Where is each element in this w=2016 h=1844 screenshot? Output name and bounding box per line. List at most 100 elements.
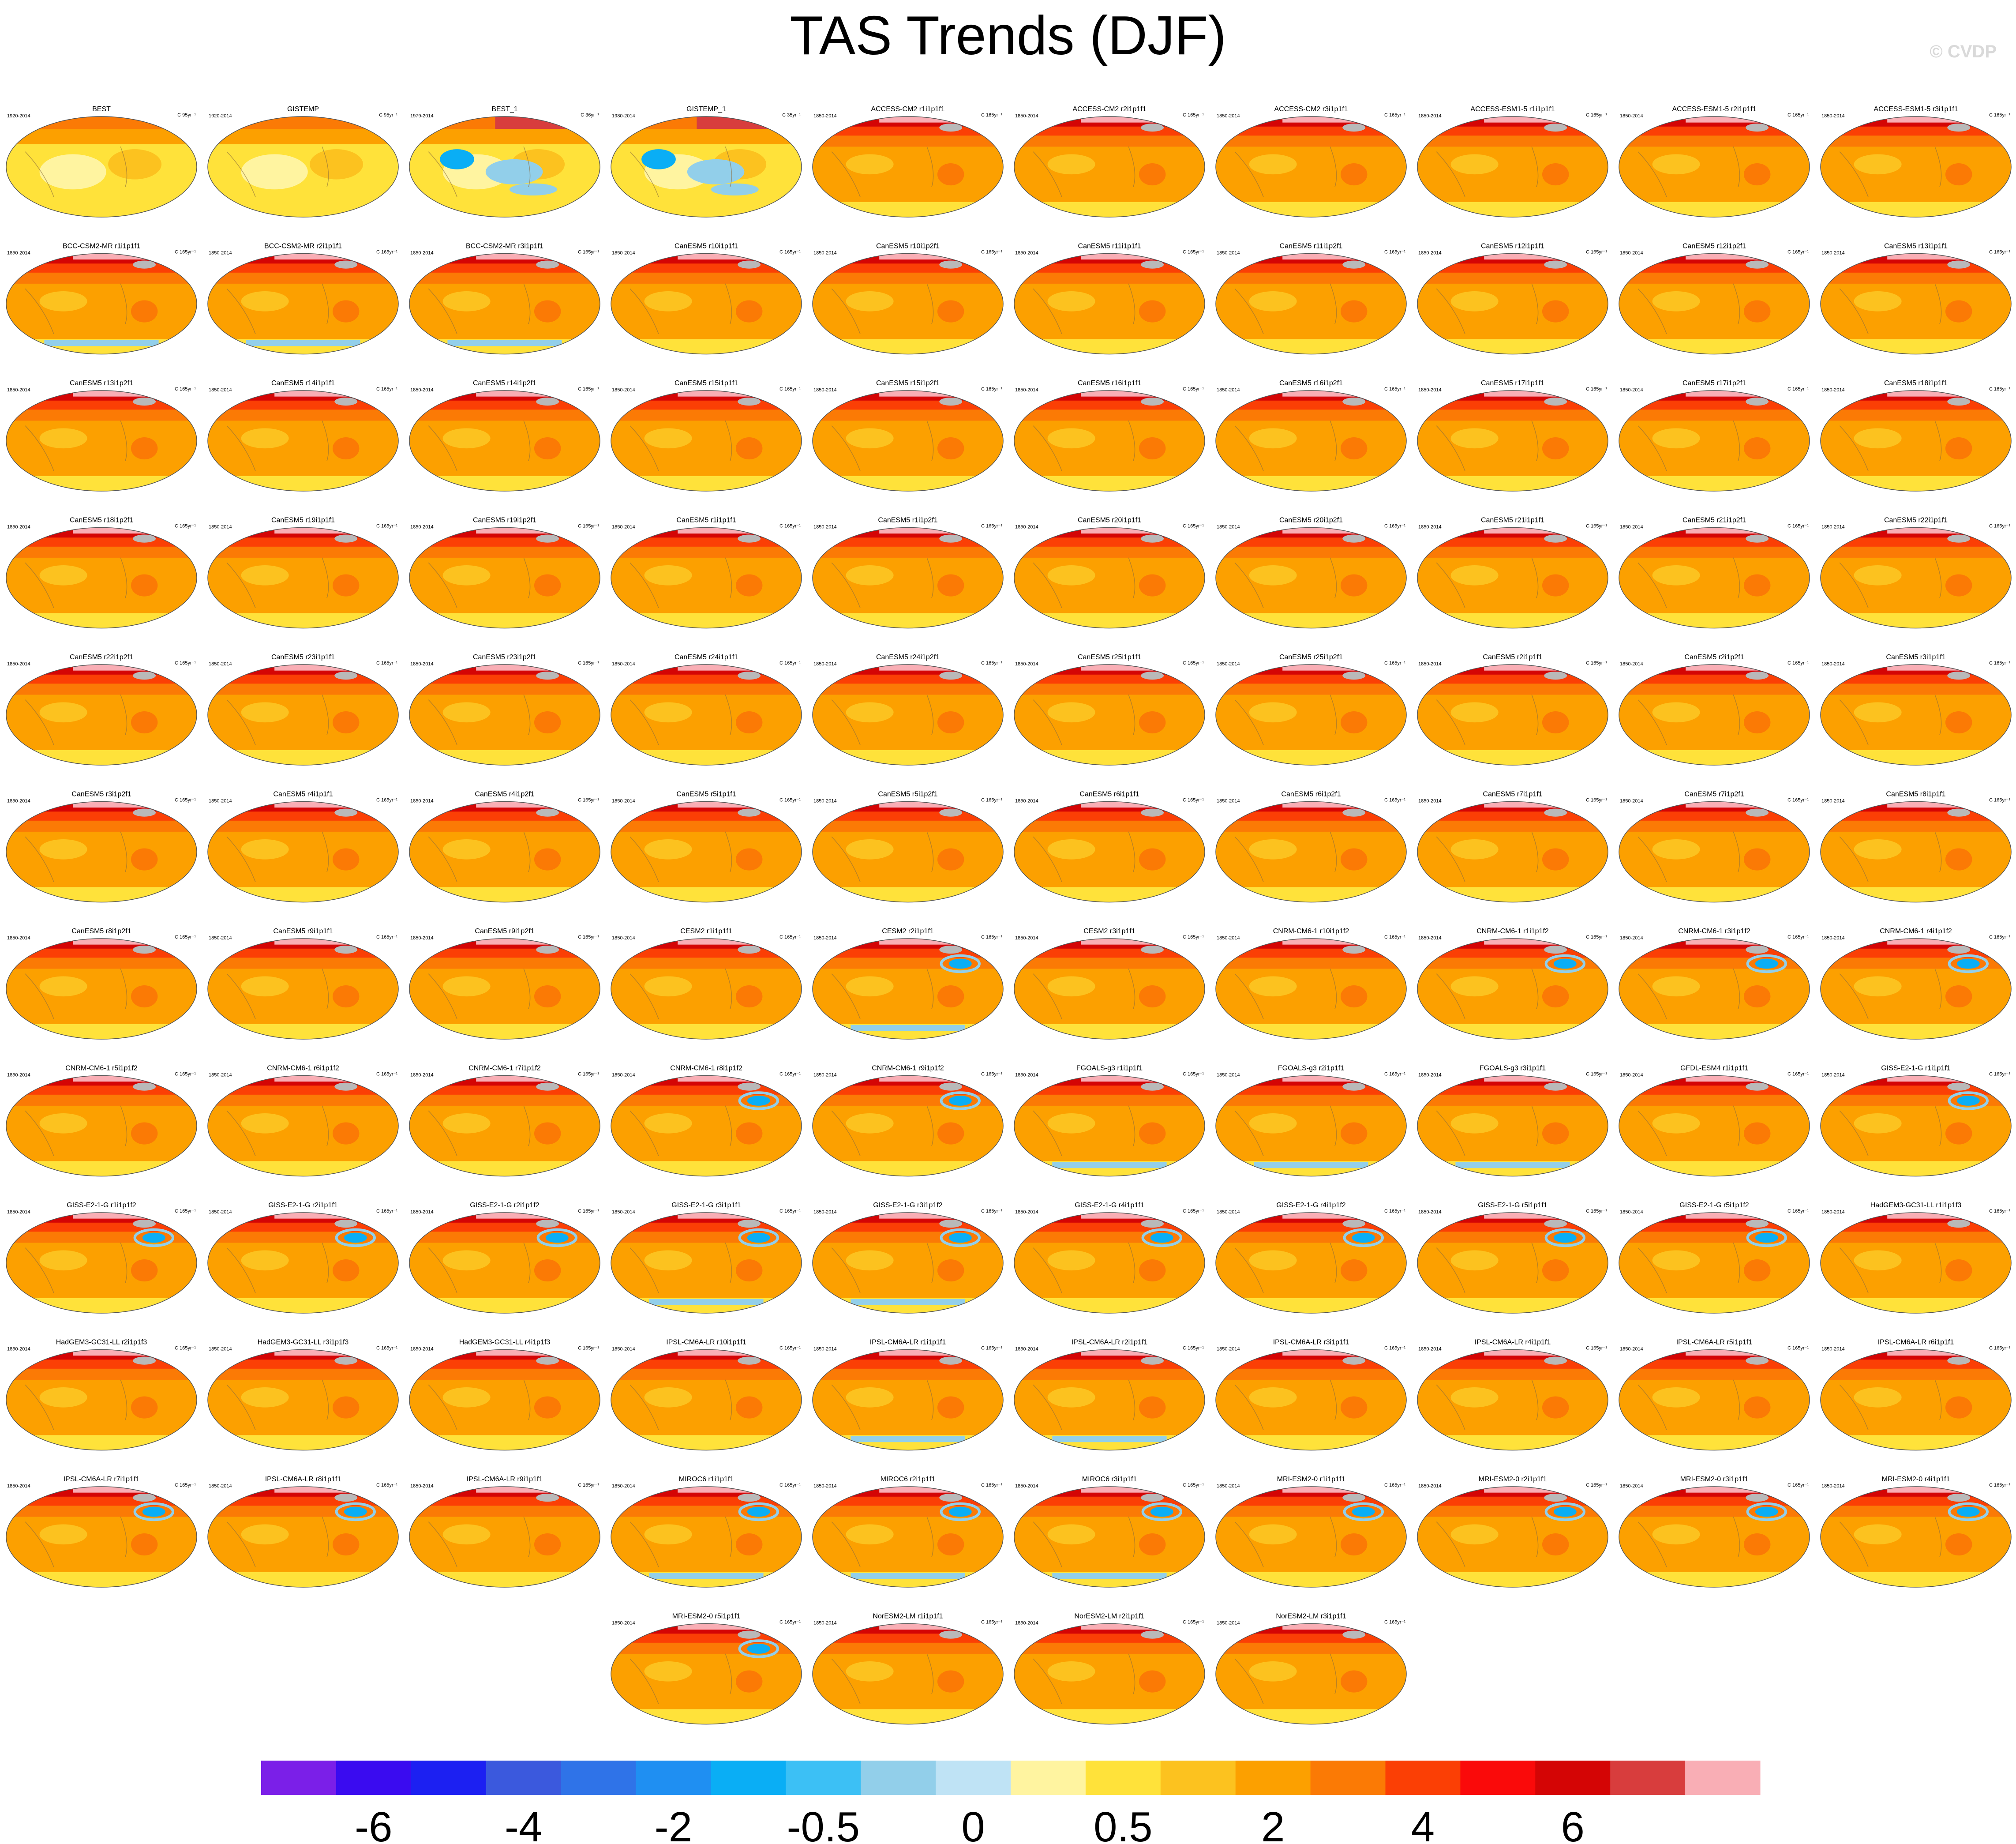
map-outline (6, 664, 197, 766)
panel-title: CNRM-CM6-1 r7i1p1f2 (468, 1065, 541, 1072)
panel-period: 1850-2014 (1015, 1209, 1038, 1215)
panel-period: 1850-2014 (1418, 525, 1442, 530)
panel-title: CNRM-CM6-1 r6i1p1f2 (267, 1065, 339, 1072)
map-outline (1417, 1349, 1608, 1451)
panel-period: 1850-2014 (813, 935, 837, 941)
panel-units: C 36yr⁻¹ (581, 113, 599, 118)
colorbar-swatch (936, 1761, 1011, 1795)
panel-title: GISTEMP (287, 105, 319, 113)
map-outline (6, 527, 197, 629)
panel-units: C 165yr⁻¹ (175, 1483, 196, 1488)
panel-title: MIROC6 r1i1p1f1 (679, 1476, 734, 1483)
panel-units: C 165yr⁻¹ (1586, 113, 1607, 118)
map-outline (1417, 527, 1608, 629)
map-outline (611, 664, 802, 766)
map-panel: CanESM5 r6i1p1f1 1850-2014 C 165yr⁻¹ (1014, 791, 1205, 903)
map-panel: CanESM5 r16i1p2f1 1850-2014 C 165yr⁻¹ (1215, 379, 1407, 492)
panel-period: 1850-2014 (1620, 799, 1643, 804)
panel-period: 1850-2014 (612, 251, 635, 256)
panel-period: 1850-2014 (410, 1209, 434, 1215)
panel-period: 1850-2014 (813, 1209, 837, 1215)
panel-title: GISS-E2-1-G r5i1p1f1 (1478, 1202, 1548, 1209)
panel-title: MRI-ESM2-0 r4i1p1f1 (1882, 1476, 1950, 1483)
colorbar-tick-label: -2 (655, 1803, 692, 1844)
colorbar-swatch (261, 1761, 337, 1795)
map-outline (409, 390, 600, 492)
map-panel: CanESM5 r23i1p1f1 1850-2014 C 165yr⁻¹ (207, 653, 399, 766)
map-panel: CNRM-CM6-1 r9i1p1f2 1850-2014 C 165yr⁻¹ (812, 1065, 1004, 1177)
panel-units: C 165yr⁻¹ (376, 387, 397, 392)
panel-title: BEST_1 (491, 105, 518, 113)
panel-period: 1850-2014 (1620, 525, 1643, 530)
panel-title: GISS-E2-1-G r2i1p1f2 (470, 1202, 540, 1209)
panel-title: BCC-CSM2-MR r2i1p1f1 (264, 243, 342, 250)
panel-period: 1850-2014 (410, 799, 434, 804)
map-panel: NorESM2-LM r3i1p1f1 1850-2014 C 165yr⁻¹ (1215, 1613, 1407, 1725)
panel-period: 1850-2014 (1015, 387, 1038, 393)
panel-units: C 165yr⁻¹ (779, 1072, 801, 1077)
panel-units: C 165yr⁻¹ (1787, 1483, 1809, 1488)
map-outline (611, 253, 802, 355)
map-outline (1619, 390, 1810, 492)
map-outline (1014, 116, 1205, 218)
map-panel: CanESM5 r15i1p1f1 1850-2014 C 165yr⁻¹ (611, 379, 802, 492)
panel-title: CanESM5 r11i1p1f1 (1078, 243, 1141, 250)
panel-title: CanESM5 r5i1p1f1 (676, 791, 736, 798)
colorbar-tick-label: -6 (355, 1803, 392, 1844)
panel-period: 1850-2014 (1418, 113, 1442, 119)
map-outline (812, 390, 1004, 492)
map-outline (1014, 1075, 1205, 1177)
panel-units: C 165yr⁻¹ (1586, 935, 1607, 940)
map-outline (207, 1075, 399, 1177)
map-panel: GISS-E2-1-G r1i1p1f1 1850-2014 C 165yr⁻¹ (1820, 1065, 2012, 1177)
panel-title: IPSL-CM6A-LR r10i1p1f1 (666, 1339, 746, 1346)
panel-title: CanESM5 r15i1p1f1 (674, 379, 738, 387)
colorbar-tick-label: -0.5 (787, 1803, 860, 1844)
panel-title: ACCESS-ESM1-5 r2i1p1f1 (1672, 105, 1756, 113)
panel-period: 1850-2014 (1015, 1621, 1038, 1626)
map-outline (611, 116, 802, 218)
panel-period: 1850-2014 (612, 935, 635, 941)
panel-units: C 165yr⁻¹ (175, 798, 196, 803)
panel-units: C 165yr⁻¹ (1787, 113, 1809, 118)
map-outline (409, 253, 600, 355)
panel-period: 1850-2014 (612, 525, 635, 530)
map-panel: NorESM2-LM r2i1p1f1 1850-2014 C 165yr⁻¹ (1014, 1613, 1205, 1725)
panel-period: 1850-2014 (1015, 935, 1038, 941)
panel-title: CanESM5 r1i1p2f1 (878, 517, 937, 524)
map-panel: CNRM-CM6-1 r8i1p1f2 1850-2014 C 165yr⁻¹ (611, 1065, 802, 1177)
map-outline (1014, 390, 1205, 492)
map-outline (1014, 253, 1205, 355)
map-panel: CESM2 r1i1p1f1 1850-2014 C 165yr⁻¹ (611, 928, 802, 1040)
panel-period: 1850-2014 (1418, 935, 1442, 941)
panel-units: C 165yr⁻¹ (376, 1209, 397, 1214)
colorbar-swatch (1235, 1761, 1311, 1795)
panel-units: C 165yr⁻¹ (779, 524, 801, 529)
panel-units: C 165yr⁻¹ (1384, 935, 1405, 940)
panel-title: CanESM5 r18i1p2f1 (70, 517, 133, 524)
panel-period: 1850-2014 (1418, 1073, 1442, 1078)
panel-period: 1850-2014 (813, 1347, 837, 1352)
panel-period: 1850-2014 (1821, 799, 1845, 804)
panel-title: CanESM5 r23i1p2f1 (473, 653, 536, 661)
map-outline (6, 1486, 197, 1588)
panel-title: CanESM5 r14i1p2f1 (473, 379, 536, 387)
panel-period: 1850-2014 (410, 661, 434, 667)
map-outline (1215, 664, 1407, 766)
panel-units: C 165yr⁻¹ (1787, 1209, 1809, 1214)
panel-units: C 165yr⁻¹ (1586, 1483, 1607, 1488)
map-outline (812, 1212, 1004, 1314)
map-panel: ACCESS-CM2 r2i1p1f1 1850-2014 C 165yr⁻¹ (1014, 105, 1205, 218)
panel-units: C 165yr⁻¹ (1787, 250, 1809, 255)
panel-title: IPSL-CM6A-LR r7i1p1f1 (64, 1476, 140, 1483)
map-outline (1215, 801, 1407, 903)
map-outline (207, 938, 399, 1040)
map-panel: CanESM5 r10i1p1f1 1850-2014 C 165yr⁻¹ (611, 243, 802, 355)
figure-title: TAS Trends (DJF) (790, 5, 1226, 66)
map-outline (1619, 801, 1810, 903)
map-panel: ACCESS-ESM1-5 r2i1p1f1 1850-2014 C 165yr⁻¹ (1619, 105, 1810, 218)
map-panel: CanESM5 r7i1p1f1 1850-2014 C 165yr⁻¹ (1417, 791, 1608, 903)
panel-period: 1850-2014 (1821, 1073, 1845, 1078)
panel-period: 1850-2014 (1620, 935, 1643, 941)
